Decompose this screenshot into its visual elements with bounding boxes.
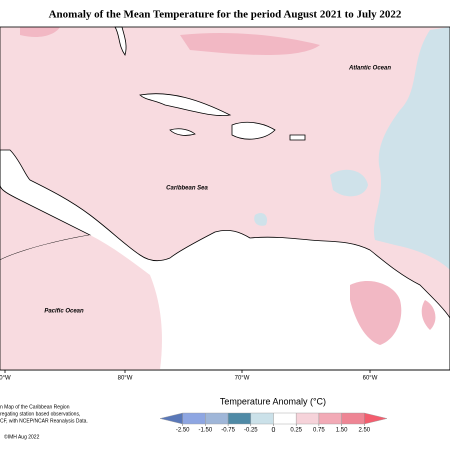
colorbar-segment [296,412,320,425]
colorbar-tick-label: 0.75 [313,428,325,434]
longitude-label: 0°W [0,376,11,382]
copyright: ©IMH Aug 2022 [4,433,40,440]
colorbar-segment [364,412,388,425]
colorbar-tick-label: 0 [272,427,276,434]
note-line: regating station based observations, [0,411,80,417]
colorbar-segment [318,412,342,425]
legend-title: Temperature Anomaly (°C) [220,396,326,406]
ocean-label: Pacific Ocean [44,309,84,315]
colorbar-tick-label: -0.25 [244,428,258,434]
warm-anomaly-region [20,27,320,55]
warm-inland-patches [350,280,436,345]
hispaniola [231,121,276,140]
cuba [139,93,232,117]
longitude-labels: 0°W 80°W 70°W 60°W [0,370,378,382]
colorbar-segment [250,412,274,425]
sea-label: Caribbean Sea [166,186,208,192]
colorbar-segment [273,412,297,425]
map: Atlantic Ocean Caribbean Sea Pacific Oce… [0,26,450,371]
colorbar-segment [227,412,251,425]
florida [114,26,127,56]
colorbar-tick-label: -0.75 [221,428,235,434]
cool-anomaly-region [373,27,450,270]
colorbar-segment [341,412,365,425]
note-line: CF, with NCEP/NCAR Reanalysis Data. [0,418,88,424]
note-line: n Map of the Caribbean Region [0,404,70,410]
colorbar-tick-label: 1.50 [336,428,348,434]
pacific [0,235,162,370]
cool-patches [254,169,368,226]
ocean-label: Atlantic Ocean [348,66,391,72]
colorbar-segment [159,412,183,425]
map-frame [0,26,450,371]
colorbar-segment [205,412,229,425]
colorbar-tick-label: -2.50 [176,428,190,434]
colorbar-tick-label: 0.25 [290,428,302,434]
colorbar-segment [182,412,206,425]
longitude-label: 70°W [235,376,250,382]
puerto-rico [289,134,306,141]
jamaica [169,128,196,136]
colorbar-tick-label: -1.50 [199,428,213,434]
notes: n Map of the Caribbean Region regating s… [0,404,88,440]
longitude-label: 80°W [118,376,133,382]
longitude-label: 60°W [363,376,378,382]
colorbar-tick-label: 2.50 [358,428,370,434]
colorbar: -2.50 -1.50 -0.75 -0.25 0 0.25 0.75 1.50 2.50 [159,412,388,434]
title: Anomaly of the Mean Temperature for the … [49,9,402,21]
